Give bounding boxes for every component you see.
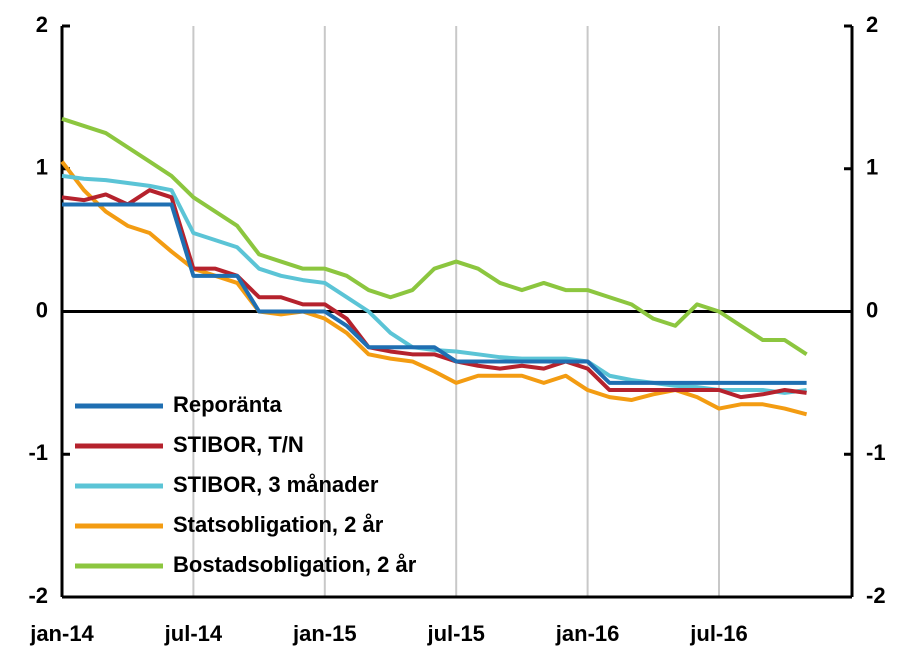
series-line bbox=[61, 173, 807, 395]
legend-label: Statsobligation, 2 år bbox=[173, 512, 384, 537]
y-tick-label: 1 bbox=[36, 155, 48, 180]
y2-tick-label: 2 bbox=[866, 12, 878, 37]
legend-label: Bostadsobligation, 2 år bbox=[173, 552, 417, 577]
y2-tick-label: 1 bbox=[866, 155, 878, 180]
x-tick-label: jan-14 bbox=[29, 621, 94, 646]
y2-tick-label: -1 bbox=[866, 440, 886, 465]
y2-tick-label: -2 bbox=[866, 583, 886, 608]
legend-label: Reporänta bbox=[173, 392, 283, 417]
series-line bbox=[61, 116, 808, 357]
x-tick-label: jul-14 bbox=[164, 621, 223, 646]
legend-label: STIBOR, 3 månader bbox=[173, 472, 379, 497]
x-tick-label: jul-16 bbox=[689, 621, 747, 646]
y-tick-label: 2 bbox=[36, 12, 48, 37]
series-line bbox=[60, 160, 808, 417]
y2-tick-label: 0 bbox=[866, 297, 878, 322]
x-tick-label: jan-16 bbox=[555, 621, 620, 646]
y-tick-label: -1 bbox=[28, 440, 48, 465]
series-line bbox=[62, 202, 807, 385]
series-line bbox=[61, 188, 807, 400]
y-tick-label: -2 bbox=[28, 583, 48, 608]
x-tick-label: jan-15 bbox=[292, 621, 357, 646]
y-tick-label: 0 bbox=[36, 297, 48, 322]
legend-label: STIBOR, T/N bbox=[173, 432, 304, 457]
x-tick-label: jul-15 bbox=[426, 621, 484, 646]
